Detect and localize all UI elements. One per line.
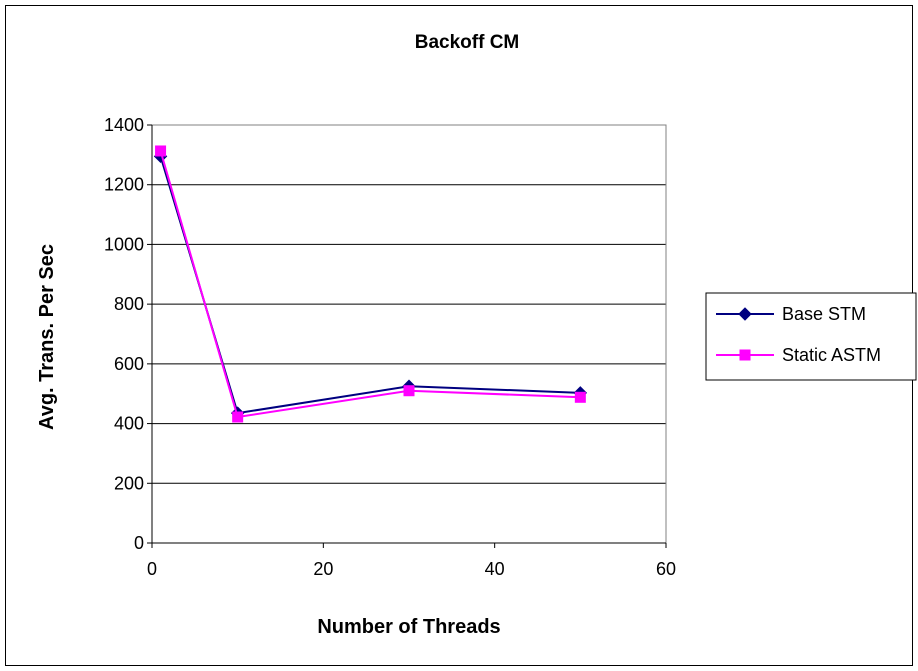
series-1 [155, 145, 586, 423]
series-line [159, 150, 581, 419]
legend-label: Static ASTM [782, 345, 881, 365]
y-axis-label: Avg. Trans. Per Sec [36, 244, 58, 430]
legend: Base STM Static ASTM [705, 292, 917, 381]
x-tick-labels: 0 20 40 60 [147, 559, 676, 579]
chart-title: Backoff CM [415, 32, 520, 53]
x-tick-label: 60 [656, 559, 676, 579]
x-axis-label: Number of Threads [317, 616, 500, 638]
y-tick-label: 800 [114, 294, 144, 314]
data-point [403, 385, 415, 397]
y-tick-label: 1200 [104, 175, 144, 195]
series-group [153, 145, 588, 423]
legend-marker [738, 307, 752, 321]
legend-marker [739, 349, 751, 361]
data-point [155, 145, 167, 157]
y-tick-label: 0 [134, 533, 144, 553]
series-0 [153, 149, 588, 420]
plot-area [151, 124, 667, 544]
y-tick-label: 1000 [104, 234, 144, 254]
gridlines [152, 124, 666, 484]
axes [147, 124, 667, 548]
y-tick-label: 200 [114, 473, 144, 493]
y-tick-label: 1400 [104, 115, 144, 135]
x-tick-label: 20 [313, 559, 333, 579]
x-tick-label: 0 [147, 559, 157, 579]
legend-label: Base STM [782, 304, 866, 324]
y-tick-label: 400 [114, 414, 144, 434]
data-point [232, 411, 244, 423]
y-tick-label: 600 [114, 354, 144, 374]
legend-box [705, 292, 917, 381]
x-tick-label: 40 [485, 559, 505, 579]
data-point [574, 391, 586, 403]
y-tick-labels: 0 200 400 600 800 1000 1200 1400 [104, 115, 144, 553]
series-line [159, 156, 581, 415]
